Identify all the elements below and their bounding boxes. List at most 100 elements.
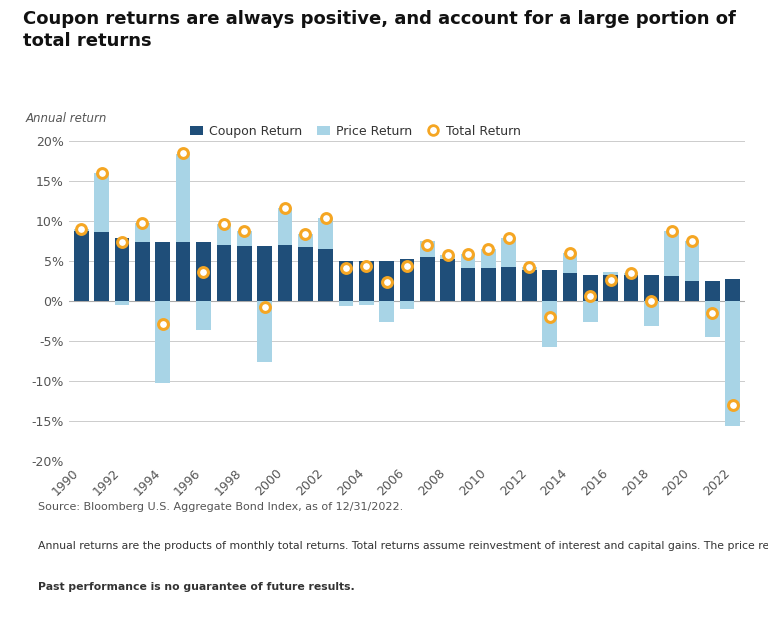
- Bar: [237, 246, 251, 301]
- Point: [666, 226, 678, 236]
- Bar: [440, 255, 455, 259]
- Point: [95, 168, 108, 178]
- Point: [177, 148, 189, 158]
- Bar: [155, 301, 170, 383]
- Bar: [399, 259, 415, 301]
- Point: [604, 275, 617, 285]
- Bar: [359, 301, 374, 305]
- Bar: [257, 246, 272, 301]
- Point: [645, 296, 657, 306]
- Bar: [481, 249, 496, 268]
- Bar: [563, 273, 578, 301]
- Text: Coupon returns are always positive, and account for a large portion of
total ret: Coupon returns are always positive, and …: [23, 10, 736, 50]
- Bar: [94, 232, 109, 301]
- Point: [584, 291, 597, 301]
- Point: [136, 218, 148, 228]
- Bar: [521, 269, 537, 301]
- Bar: [604, 272, 618, 275]
- Point: [360, 261, 372, 271]
- Bar: [461, 268, 475, 301]
- Point: [217, 219, 230, 229]
- Bar: [155, 241, 170, 301]
- Bar: [542, 301, 557, 347]
- Bar: [114, 237, 129, 301]
- Bar: [257, 301, 272, 362]
- Bar: [604, 275, 618, 301]
- Bar: [318, 218, 333, 249]
- Bar: [176, 154, 190, 241]
- Bar: [359, 260, 374, 301]
- Point: [299, 228, 311, 239]
- Bar: [298, 247, 313, 301]
- Point: [707, 308, 719, 318]
- Point: [625, 268, 637, 278]
- Bar: [379, 301, 394, 321]
- Point: [157, 319, 169, 329]
- Bar: [726, 279, 740, 301]
- Bar: [135, 241, 150, 301]
- Bar: [339, 260, 353, 301]
- Bar: [664, 276, 679, 301]
- Bar: [440, 259, 455, 301]
- Bar: [298, 234, 313, 247]
- Point: [258, 302, 270, 312]
- Point: [75, 223, 88, 234]
- Point: [279, 203, 291, 213]
- Point: [380, 276, 392, 287]
- Point: [462, 248, 475, 259]
- Bar: [237, 231, 251, 246]
- Bar: [726, 301, 740, 426]
- Bar: [481, 268, 496, 301]
- Bar: [135, 223, 150, 241]
- Bar: [624, 273, 638, 275]
- Bar: [705, 301, 720, 337]
- Bar: [74, 228, 88, 231]
- Point: [442, 250, 454, 260]
- Bar: [196, 301, 210, 330]
- Text: Annual return: Annual return: [25, 112, 107, 125]
- Point: [319, 213, 332, 223]
- Text: Annual returns are the products of monthly total returns. Total returns assume r: Annual returns are the products of month…: [38, 541, 768, 551]
- Point: [686, 236, 698, 246]
- Point: [564, 248, 576, 258]
- Bar: [277, 208, 293, 244]
- Bar: [624, 275, 638, 301]
- Text: Past performance is no guarantee of future results.: Past performance is no guarantee of futu…: [38, 582, 355, 593]
- Point: [116, 236, 128, 246]
- Point: [422, 240, 434, 250]
- Bar: [461, 253, 475, 268]
- Bar: [176, 241, 190, 301]
- Bar: [420, 241, 435, 257]
- Bar: [521, 268, 537, 269]
- Bar: [502, 238, 516, 267]
- Point: [503, 233, 515, 243]
- Bar: [196, 241, 210, 301]
- Point: [197, 267, 210, 277]
- Point: [544, 312, 556, 322]
- Bar: [664, 231, 679, 276]
- Point: [523, 262, 535, 272]
- Bar: [705, 281, 720, 301]
- Bar: [583, 301, 598, 323]
- Point: [401, 261, 413, 271]
- Bar: [583, 275, 598, 301]
- Legend: Coupon Return, Price Return, Total Return: Coupon Return, Price Return, Total Retur…: [190, 125, 521, 138]
- Bar: [542, 270, 557, 301]
- Bar: [339, 301, 353, 307]
- Bar: [644, 275, 659, 301]
- Point: [339, 263, 352, 273]
- Bar: [563, 253, 578, 273]
- Point: [482, 244, 495, 254]
- Bar: [318, 249, 333, 301]
- Bar: [685, 281, 700, 301]
- Bar: [277, 244, 293, 301]
- Bar: [502, 267, 516, 301]
- Bar: [379, 260, 394, 301]
- Text: Source: Bloomberg U.S. Aggregate Bond Index, as of 12/31/2022.: Source: Bloomberg U.S. Aggregate Bond In…: [38, 502, 404, 513]
- Bar: [74, 231, 88, 301]
- Bar: [644, 301, 659, 326]
- Bar: [94, 173, 109, 232]
- Bar: [114, 301, 129, 305]
- Bar: [420, 257, 435, 301]
- Point: [727, 399, 739, 410]
